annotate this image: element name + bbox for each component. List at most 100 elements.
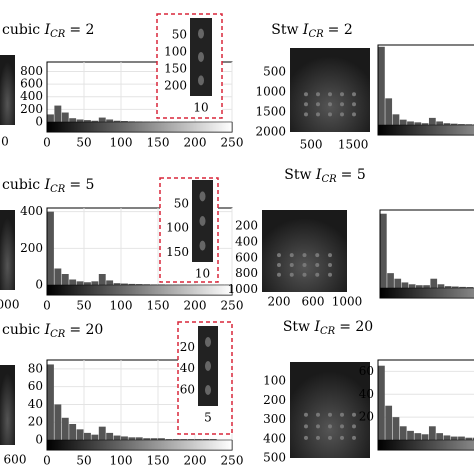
y-tick-label: 400 — [263, 431, 286, 445]
y-tick-label: 300 — [263, 412, 286, 426]
x-tick-label: 600 — [302, 295, 325, 309]
histogram-bar — [399, 426, 407, 440]
title-suffix: = 5 — [341, 167, 366, 183]
image-dot — [340, 424, 344, 429]
y-tick-label: 2000 — [255, 125, 286, 139]
panel-title: Stw ICR = 2 — [271, 22, 352, 40]
image — [0, 210, 15, 290]
title-prefix: cubic — [2, 322, 40, 338]
image-dot — [277, 272, 281, 277]
image-dot — [328, 412, 332, 417]
histogram-bar — [428, 426, 436, 440]
x-tick-label: 250 — [221, 454, 244, 468]
inset-x-tick-label: 10 — [193, 101, 208, 115]
y-tick-label: 800 — [20, 64, 43, 78]
histogram-bar — [380, 213, 387, 288]
histogram-bar — [91, 434, 99, 440]
image-dot — [340, 412, 344, 417]
histogram-bar — [466, 287, 474, 288]
colorbar — [379, 287, 474, 299]
image-dot — [304, 92, 308, 97]
histogram-bar — [128, 283, 136, 285]
histogram-bar — [54, 105, 62, 122]
histogram-bar — [76, 281, 84, 285]
image-dot — [352, 102, 356, 107]
histogram-bar — [106, 119, 114, 122]
image-dot — [277, 262, 281, 267]
histogram-bar — [113, 120, 121, 122]
histogram-bar — [465, 124, 473, 125]
histogram-bar — [459, 286, 466, 288]
y-tick-label: 0 — [35, 115, 43, 129]
histogram-bar — [84, 282, 91, 285]
image-dot — [289, 253, 294, 258]
histogram-bar — [399, 119, 407, 125]
inset-y-tick-label: 50 — [172, 27, 187, 41]
title-symbol: I — [44, 22, 51, 38]
histogram-bar — [143, 284, 151, 285]
inset-dot — [205, 361, 211, 371]
inset-dot — [198, 75, 204, 86]
x-tick-label: 250 — [221, 136, 244, 150]
histogram-bar — [76, 429, 84, 440]
x-tick-label: 50 — [76, 454, 91, 468]
x-tick-label: 0 — [43, 136, 51, 150]
image-dot — [304, 412, 308, 417]
image — [290, 362, 370, 458]
histogram-bar — [385, 405, 393, 440]
histogram-bar — [98, 426, 106, 440]
y-tick-label: 200 — [235, 218, 258, 232]
histogram-bar — [450, 436, 458, 440]
image-dot — [289, 262, 294, 267]
histogram-bar — [113, 435, 121, 440]
x-tick-label: 200 — [184, 454, 207, 468]
x-tick-label: 50 — [76, 136, 91, 150]
title-subscript: CR — [50, 184, 66, 195]
inset-dot — [198, 52, 204, 62]
image-dot — [352, 412, 356, 417]
histogram-bar — [76, 119, 84, 122]
histogram-bar — [430, 278, 438, 288]
panel-title: cubic ICR = 2 — [2, 22, 94, 40]
histogram-bar — [202, 439, 210, 440]
histogram-bar — [61, 112, 69, 122]
histogram-bar — [150, 284, 158, 285]
image — [0, 55, 15, 125]
inset-dot — [199, 191, 206, 202]
x-tick-label: 200 — [184, 136, 207, 150]
y-tick-label: 500 — [263, 451, 286, 465]
title-symbol: I — [302, 22, 309, 38]
image-dot — [316, 102, 320, 107]
image-dot — [352, 112, 356, 117]
inset-x-tick-label: 5 — [204, 411, 212, 425]
histogram-bar — [387, 273, 394, 288]
y-tick-label: 1000 — [255, 85, 286, 99]
inset-y-tick-label: 50 — [174, 197, 189, 211]
x-tick-label: 150 — [147, 299, 170, 313]
histogram-bar — [385, 98, 393, 125]
image-dot — [315, 272, 320, 277]
inset-dot — [198, 28, 204, 39]
image-dot — [316, 424, 320, 429]
histogram-bar — [98, 117, 106, 122]
y-tick-label: 800 — [235, 266, 258, 280]
title-subscript: CR — [50, 329, 66, 340]
histogram-bar — [450, 123, 458, 125]
inset-dot — [199, 216, 206, 226]
image-dot — [289, 272, 294, 277]
histogram-bar — [378, 46, 385, 125]
histogram-bar — [69, 118, 77, 122]
x-tick-label: 500 — [300, 138, 323, 152]
image-dot — [315, 253, 320, 258]
histogram-bar — [54, 404, 62, 440]
inset-y-tick-label: 20 — [180, 340, 195, 354]
image-dot — [328, 253, 332, 258]
histogram-bar — [443, 435, 451, 440]
histogram-bar — [165, 439, 173, 440]
image — [0, 365, 15, 445]
histogram-bar — [47, 114, 54, 122]
y-tick-label: 200 — [263, 393, 286, 407]
histogram-bar — [195, 439, 202, 440]
x-tick-label: 150 — [147, 136, 170, 150]
